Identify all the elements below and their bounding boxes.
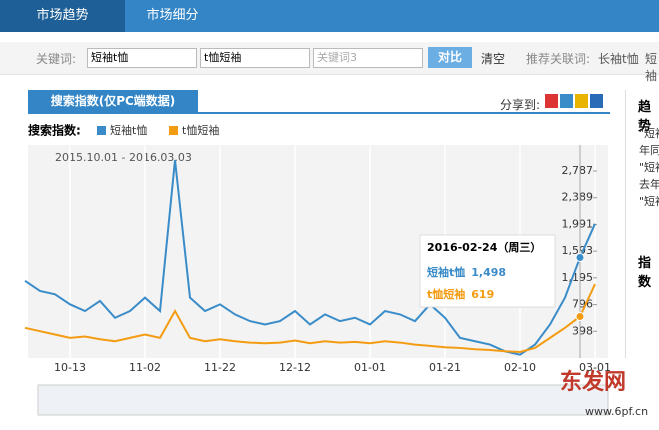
side-line: "短袖 — [639, 161, 659, 174]
tooltip-row: 短袖t恤 1,498 — [427, 265, 506, 279]
side-line: 去年 — [639, 178, 659, 191]
series-line — [24, 283, 596, 353]
y-tick-label: 398 — [572, 324, 593, 337]
x-tick-label: 11-02 — [129, 361, 161, 374]
x-tick-label: 01-01 — [354, 361, 386, 374]
x-tick-label: 03-01 — [579, 361, 611, 374]
date-range: 2015.10.01 - 2016.03.03 — [55, 151, 192, 164]
keyword-input[interactable]: 短袖t恤 — [87, 48, 197, 68]
side-text: "短袖年同"短袖去年"短袖 — [639, 125, 659, 210]
y-tick-label: 1,991 — [562, 217, 594, 230]
y-tick-label: 2,787 — [562, 164, 594, 177]
tooltip-value: 1,498 — [471, 266, 506, 279]
clear-link[interactable]: 清空 — [481, 52, 506, 66]
side-line: "短袖 — [639, 195, 659, 208]
keyword-input[interactable]: t恤短袖 — [200, 48, 310, 68]
x-tick-label: 10-13 — [54, 361, 86, 374]
share-label: 分享到: — [500, 98, 541, 112]
legend-swatch — [169, 126, 178, 135]
tooltip-value: 619 — [471, 288, 494, 301]
legend-label: 搜索指数: — [28, 123, 81, 138]
series-line — [24, 159, 596, 356]
side-title: 趋势 — [638, 100, 652, 134]
panel-tab[interactable]: 搜索指数(仅PC端数据) — [28, 90, 198, 113]
keyword-label: 关键词: — [36, 52, 77, 66]
y-tick-label: 1,195 — [562, 271, 594, 284]
share-icons[interactable] — [545, 94, 603, 108]
tooltip-box — [419, 234, 556, 308]
tooltip: 2016-02-24（周三） 短袖t恤 1,498 t恤短袖 619 — [419, 145, 585, 358]
keyword-input[interactable]: 关键词3 — [313, 48, 423, 68]
x-tick-label: 12-12 — [279, 361, 311, 374]
x-tick-label: 02-10 — [504, 361, 536, 374]
panel-rule — [28, 112, 610, 114]
related-label: 推荐关联词: — [526, 52, 591, 66]
related-link[interactable]: 长袖t恤 — [598, 52, 639, 66]
tooltip-point — [575, 253, 585, 263]
y-tick-label: 796 — [572, 298, 593, 311]
watermark: 东发网 — [560, 369, 626, 395]
legend-label: 短袖t恤 — [110, 123, 147, 137]
tooltip-series: 短袖t恤 — [427, 265, 465, 279]
y-tick-label: 2,389 — [562, 191, 594, 204]
tab[interactable]: 市场细分 — [146, 8, 199, 23]
related-link[interactable]: 短袖 — [645, 52, 658, 83]
tooltip-row: t恤短袖 619 — [427, 287, 494, 301]
watermark-url: www.6pf.cn — [585, 405, 648, 418]
tooltip-date: 2016-02-24（周三） — [427, 241, 541, 254]
tooltip-point — [575, 311, 585, 321]
tab[interactable]: 市场趋势 — [0, 0, 125, 32]
side-line: "短袖 — [639, 127, 659, 140]
compare-button[interactable]: 对比 — [428, 47, 472, 68]
legend-label: t恤短袖 — [182, 123, 219, 137]
side-line: 年同 — [639, 144, 659, 157]
tooltip-series: t恤短袖 — [427, 287, 465, 301]
side-index: 指数 — [638, 256, 652, 290]
x-tick-label: 11-22 — [204, 361, 236, 374]
x-tick-label: 01-21 — [429, 361, 461, 374]
side-panel — [625, 90, 659, 358]
navigator[interactable] — [37, 384, 609, 416]
legend-swatch — [97, 126, 106, 135]
